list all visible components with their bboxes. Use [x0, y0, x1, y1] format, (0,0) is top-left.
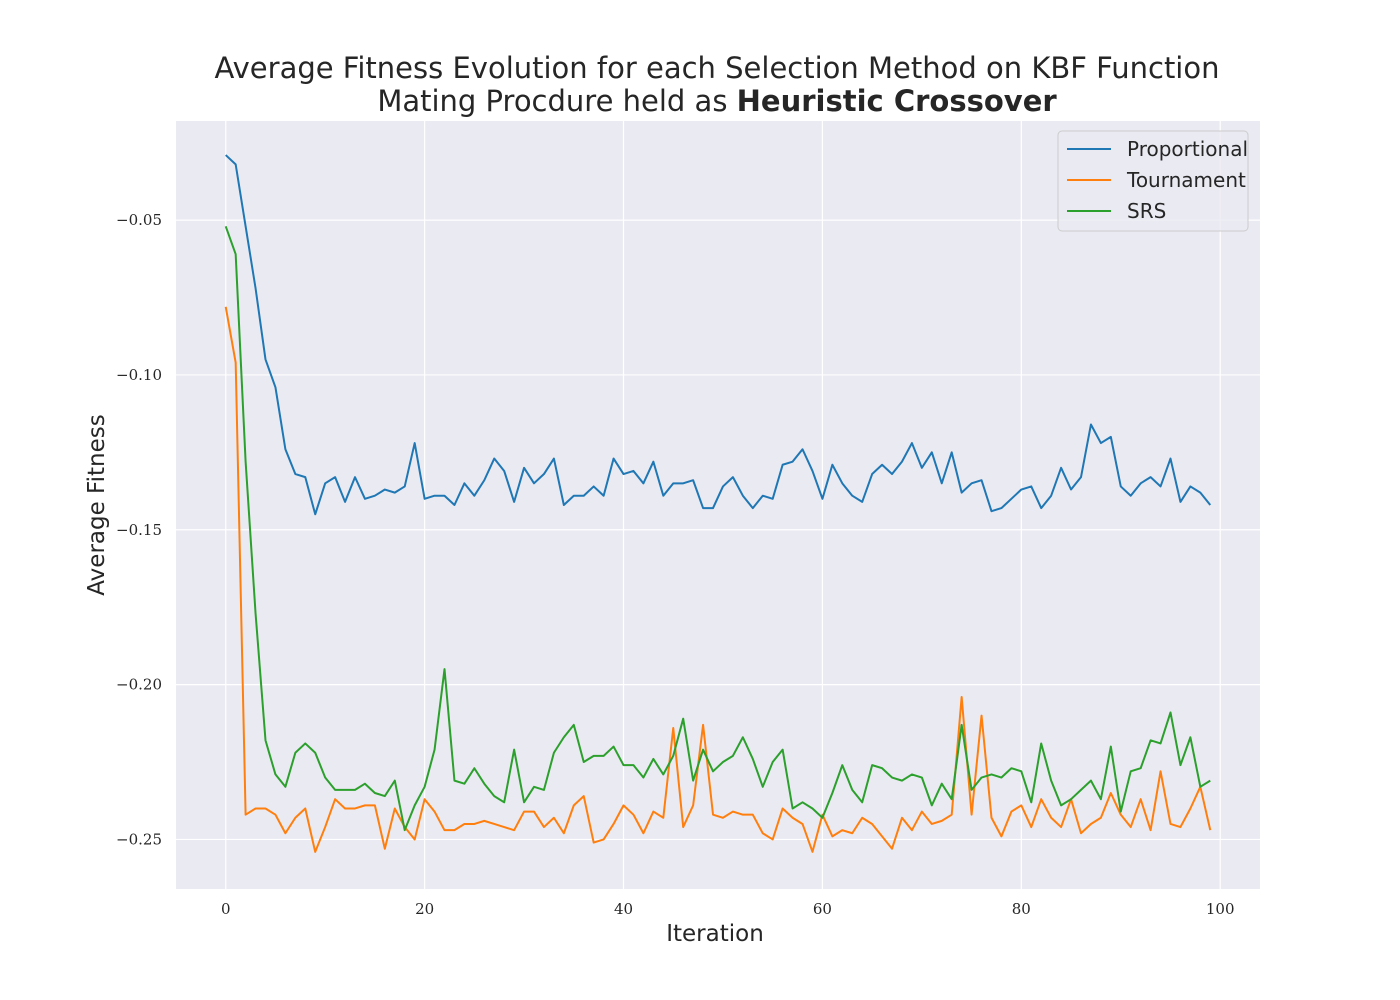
series-layer	[224, 154, 1212, 853]
plot-area	[176, 121, 1260, 889]
series-line-proportional	[225, 154, 1212, 516]
chart-subtitle: Mating Procdure held as Heuristic Crosso…	[377, 84, 1057, 118]
legend-label-srs: SRS	[1127, 199, 1166, 223]
x-tick-label: 40	[614, 900, 633, 918]
y-tick-label: −0.10	[116, 366, 162, 384]
series-line-srs	[224, 225, 1211, 832]
x-axis-label: Iteration	[666, 921, 764, 947]
legend-label-tournament: Tournament	[1126, 168, 1246, 192]
y-tick-label: −0.05	[116, 211, 162, 229]
chart-subtitle-prefix: Mating Procdure held as	[377, 84, 736, 118]
legend-label-proportional: Proportional	[1127, 137, 1248, 161]
x-tick-label: 20	[415, 900, 434, 918]
y-axis-label: Average Fitness	[84, 414, 110, 595]
y-tick-label: −0.15	[116, 521, 162, 539]
grid	[176, 121, 1260, 889]
x-tick-label: 80	[1012, 900, 1031, 918]
y-tick-label: −0.20	[116, 676, 162, 694]
chart-title: Average Fitness Evolution for each Selec…	[215, 51, 1220, 85]
y-tick-label: −0.25	[116, 830, 162, 848]
y-axis-ticks: −0.05 −0.10 −0.15 −0.20 −0.25	[116, 211, 162, 848]
x-tick-label: 60	[813, 900, 832, 918]
legend: Proportional Tournament SRS	[1057, 130, 1249, 232]
x-tick-label: 100	[1206, 900, 1235, 918]
chart-subtitle-bold: Heuristic Crossover	[737, 84, 1058, 118]
x-tick-label: 0	[221, 900, 231, 918]
series-line-tournament	[224, 306, 1212, 853]
x-axis-ticks: 0 20 40 60 80 100	[221, 900, 1235, 918]
legend-box	[1057, 130, 1249, 232]
